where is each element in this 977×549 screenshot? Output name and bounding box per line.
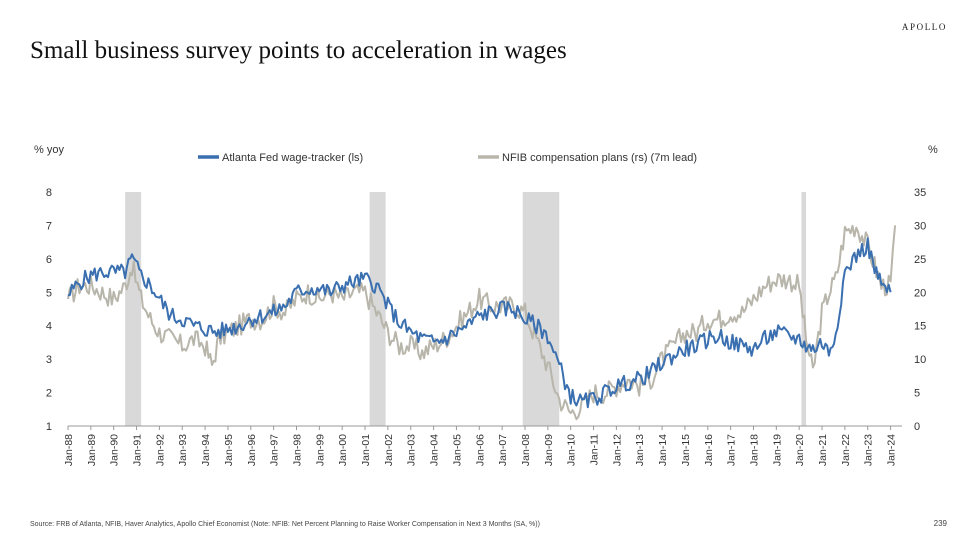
left-tick-label-1: 2 bbox=[46, 388, 52, 400]
recession-band-2 bbox=[522, 192, 560, 426]
right-tick-label-1: 5 bbox=[914, 388, 920, 400]
left-tick-label-7: 8 bbox=[46, 187, 52, 199]
x-tick-label-9: Jan-97 bbox=[269, 434, 281, 466]
right-tick-label-2: 10 bbox=[914, 354, 926, 366]
x-tick-label-27: Jan-15 bbox=[680, 434, 692, 466]
x-tick-label-15: Jan-03 bbox=[406, 434, 418, 466]
x-tick-label-10: Jan-98 bbox=[291, 434, 303, 466]
right-tick-label-4: 20 bbox=[914, 287, 926, 299]
x-tick-label-1: Jan-89 bbox=[86, 434, 98, 466]
x-tick-label-17: Jan-05 bbox=[451, 434, 463, 466]
x-tick-label-2: Jan-90 bbox=[109, 434, 121, 466]
left-tick-label-5: 6 bbox=[46, 254, 52, 266]
page-number: 239 bbox=[933, 519, 947, 528]
source-note: Source: FRB of Atlanta, NFIB, Haver Anal… bbox=[30, 521, 540, 528]
x-tick-label-16: Jan-04 bbox=[429, 434, 441, 466]
left-tick-label-3: 4 bbox=[46, 321, 52, 333]
x-tick-label-8: Jan-96 bbox=[246, 434, 258, 466]
series-line-nfib bbox=[67, 224, 897, 421]
x-tick-label-35: Jan-23 bbox=[863, 434, 875, 466]
x-tick-label-18: Jan-06 bbox=[474, 434, 486, 466]
right-tick-label-3: 15 bbox=[914, 321, 926, 333]
x-tick-label-21: Jan-09 bbox=[543, 434, 555, 466]
x-tick-label-30: Jan-18 bbox=[748, 434, 760, 466]
chart-area: % yoy % Jan-88 Jan-89 Jan-90 Jan-91 Jan-92 Ja… bbox=[34, 144, 938, 466]
series-lines bbox=[67, 224, 897, 421]
series-line-wage-tracker bbox=[67, 237, 892, 409]
x-tick-label-32: Jan-20 bbox=[794, 434, 806, 466]
x-tick-label-23: Jan-11 bbox=[589, 434, 601, 465]
recession-band-0 bbox=[125, 192, 142, 426]
right-tick-label-6: 30 bbox=[914, 220, 926, 232]
recession-bands bbox=[125, 192, 807, 426]
x-tick-label-20: Jan-08 bbox=[520, 434, 532, 466]
x-tick-label-13: Jan-01 bbox=[360, 434, 372, 466]
x-tick-label-0: Jan-88 bbox=[63, 434, 75, 466]
x-tick-label-4: Jan-92 bbox=[154, 434, 166, 466]
x-tick-label-33: Jan-21 bbox=[817, 434, 829, 466]
right-tick-label-0: 0 bbox=[914, 421, 920, 433]
right-tick-label-5: 25 bbox=[914, 254, 926, 266]
legend-label-wage-tracker: Atlanta Fed wage-tracker (ls) bbox=[222, 152, 363, 164]
x-tick-label-5: Jan-93 bbox=[177, 434, 189, 466]
left-tick-label-0: 1 bbox=[46, 421, 52, 433]
x-tick-label-22: Jan-10 bbox=[566, 434, 578, 466]
recession-band-1 bbox=[369, 192, 386, 426]
x-tick-label-3: Jan-91 bbox=[132, 434, 144, 466]
x-tick-label-34: Jan-22 bbox=[840, 434, 852, 466]
axes: % yoy % Jan-88 Jan-89 Jan-90 Jan-91 Jan-92 Ja… bbox=[34, 144, 938, 466]
x-tick-label-25: Jan-13 bbox=[634, 434, 646, 466]
left-tick-label-2: 3 bbox=[46, 354, 52, 366]
x-tick-label-28: Jan-16 bbox=[703, 434, 715, 466]
apollo-logo: APOLLO bbox=[901, 22, 947, 32]
left-tick-label-6: 7 bbox=[46, 220, 52, 232]
recession-band-3 bbox=[801, 192, 807, 426]
right-tick-label-7: 35 bbox=[914, 187, 926, 199]
slide-title: Small business survey points to accelera… bbox=[30, 37, 567, 64]
right-axis-label: % bbox=[928, 144, 938, 156]
x-tick-label-29: Jan-17 bbox=[726, 434, 738, 466]
x-tick-label-12: Jan-00 bbox=[337, 434, 349, 466]
left-axis-label: % yoy bbox=[34, 144, 64, 156]
x-tick-label-24: Jan-12 bbox=[611, 434, 623, 466]
x-tick-label-26: Jan-14 bbox=[657, 434, 669, 466]
x-tick-label-14: Jan-02 bbox=[383, 434, 395, 466]
left-tick-label-4: 5 bbox=[46, 287, 52, 299]
legend: Atlanta Fed wage-tracker (ls) NFIB compe… bbox=[198, 152, 697, 164]
x-tick-label-31: Jan-19 bbox=[771, 434, 783, 466]
x-tick-label-36: Jan-24 bbox=[886, 434, 898, 466]
x-tick-label-19: Jan-07 bbox=[497, 434, 509, 466]
x-tick-label-11: Jan-99 bbox=[314, 434, 326, 466]
x-tick-label-6: Jan-94 bbox=[200, 434, 212, 466]
x-tick-label-7: Jan-95 bbox=[223, 434, 235, 466]
legend-label-nfib: NFIB compensation plans (rs) (7m lead) bbox=[502, 152, 697, 164]
